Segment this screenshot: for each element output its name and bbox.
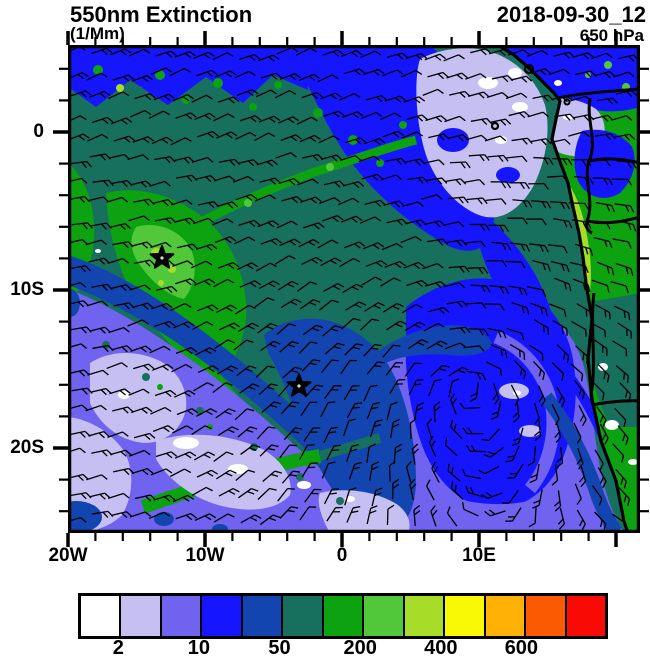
white-spot <box>628 459 638 465</box>
colorbar-cell <box>483 596 525 636</box>
white-spot <box>605 420 619 430</box>
ocean-field-layer <box>68 45 640 533</box>
white-spot <box>495 136 507 144</box>
map-panel <box>68 45 640 533</box>
country-borders <box>557 87 640 408</box>
colorbar-tick-label: 400 <box>424 637 458 659</box>
colorbar-cell <box>321 596 363 636</box>
station-markers <box>149 245 312 397</box>
colorbar-tick-label: 50 <box>268 637 291 659</box>
island-outline <box>523 63 535 75</box>
longitude-label: 0 <box>336 545 348 566</box>
white-spot <box>512 102 528 112</box>
colorbar <box>78 593 608 639</box>
swirl-arm-violet <box>434 492 536 515</box>
page-title: 550nm Extinction <box>70 2 253 27</box>
white-spot <box>478 77 498 89</box>
colorbar-cell <box>159 596 201 636</box>
white-spot <box>95 249 101 253</box>
pressure-level-label: 650 hPa <box>579 26 644 45</box>
colorbar-cell <box>200 596 241 636</box>
lightgreen-dot <box>326 163 334 171</box>
blue-hole-in-lavender <box>496 167 520 183</box>
white-spot <box>554 80 562 86</box>
colorbar-cell <box>402 596 444 636</box>
colorbar-tick-label: 200 <box>343 637 377 659</box>
land-north-10-25 <box>498 45 640 112</box>
colorbar-cell <box>524 596 565 636</box>
contour-sw-lavender-2-5 <box>90 352 187 443</box>
coastal-band-25-50 <box>540 392 622 533</box>
island-outline <box>563 98 571 106</box>
white-spot <box>173 437 199 449</box>
coastline-and-borders <box>490 45 640 533</box>
valid-datetime: 2018-09-30_12 <box>496 2 646 27</box>
colorbar-cell <box>564 596 606 636</box>
colorbar-tick-label: 10 <box>187 637 211 659</box>
white-spot <box>297 481 311 489</box>
contour-sw-5-10 <box>68 289 386 533</box>
latitude-label: 20S <box>10 437 44 458</box>
longitude-label: 10E <box>462 545 496 566</box>
colorbar-cell <box>362 596 403 636</box>
island-outline <box>490 121 500 131</box>
darkblue-patch <box>68 501 102 533</box>
wind-barbs-layer <box>68 45 640 531</box>
colorbar-cell <box>240 596 282 636</box>
colorbar-tick-label: 2 <box>112 637 124 659</box>
white-spot <box>598 363 608 371</box>
colorbar-cell <box>81 596 120 636</box>
blue-hole-in-lavender <box>437 128 469 152</box>
axis-ticks-right <box>640 67 650 513</box>
lavender-patch <box>519 425 541 437</box>
longitude-label: 10W <box>185 545 225 566</box>
colorbar-labels: 2 10 50 200 400 600 <box>78 637 602 663</box>
colorbar-cell <box>281 596 322 636</box>
axis-ticks-left <box>53 67 68 513</box>
latitude-label: 0 <box>33 121 44 142</box>
white-spot <box>118 391 130 399</box>
units-label: (1/Mm) <box>70 24 125 43</box>
map-frame <box>68 45 640 533</box>
colorbar-tick-label: 600 <box>504 637 539 659</box>
contour-swirl-comma-25-50 <box>264 318 416 533</box>
latitude-label: 10S <box>10 279 44 300</box>
land-blue-patch-10-25 <box>574 129 635 198</box>
axis-ticks-top <box>66 31 618 45</box>
longitude-label: 20W <box>48 545 88 566</box>
extinction-map <box>68 45 640 533</box>
axis-ticks-bottom <box>66 533 618 547</box>
colorbar-cell <box>119 596 160 636</box>
darkblue-patch <box>154 512 174 526</box>
white-spot <box>508 68 522 78</box>
lightgreen-dot <box>244 199 252 207</box>
colorbar-cell <box>443 596 484 636</box>
